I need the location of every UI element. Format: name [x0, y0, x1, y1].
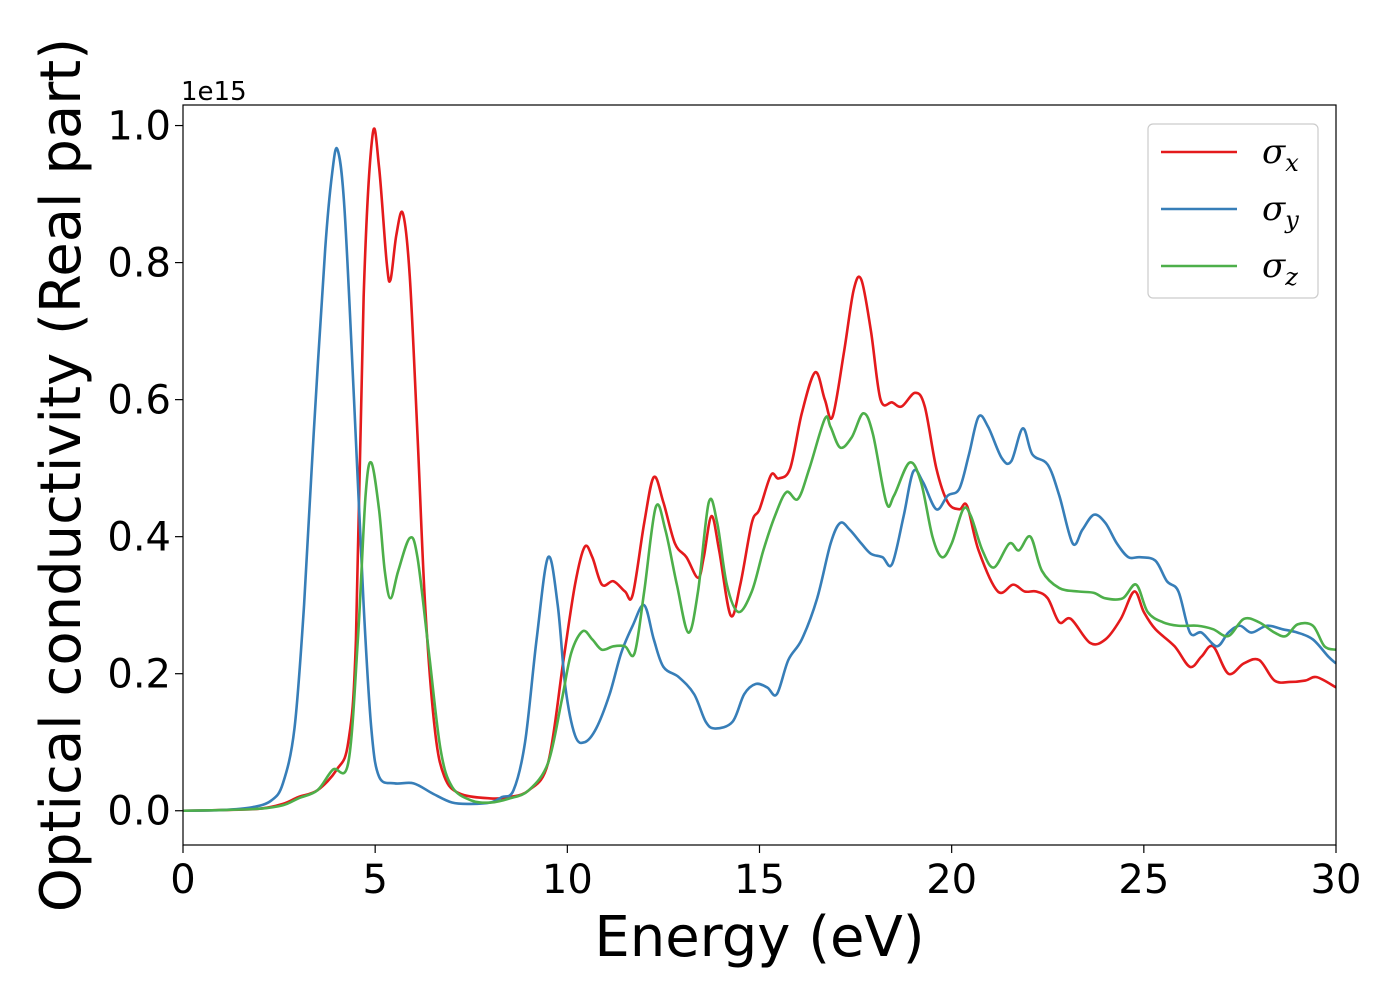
legend-box	[1147, 123, 1319, 299]
y-axis-label: Optical conductivity (Real part)	[29, 38, 94, 912]
y-tick-label: 0.8	[107, 241, 171, 287]
y-tick-label: 0.0	[107, 789, 171, 835]
x-axis-ticks: 0 5 10 15 20 25 30	[170, 845, 1361, 903]
legend: σx σy σz	[1147, 123, 1319, 299]
legend-label-sigma-z: σz	[1262, 246, 1298, 291]
legend-label-sigma-x: σx	[1262, 132, 1299, 177]
x-tick-label: 25	[1118, 857, 1169, 903]
y-tick-label: 1.0	[107, 104, 171, 150]
series-line-sigma-y	[183, 146, 1336, 813]
x-tick-label: 30	[1311, 857, 1362, 903]
x-tick-label: 0	[170, 857, 195, 903]
legend-label-sigma-y: σy	[1262, 189, 1299, 234]
x-axis-label: Energy (eV)	[594, 905, 924, 970]
series-line-sigma-z	[183, 412, 1336, 813]
x-tick-label: 5	[362, 857, 387, 903]
y-tick-label: 0.2	[107, 652, 171, 698]
y-offset-label: 1e15	[181, 77, 247, 107]
series-line-sigma-x	[183, 127, 1336, 813]
y-tick-label: 0.6	[107, 378, 171, 424]
x-tick-label: 15	[734, 857, 785, 903]
y-tick-label: 0.4	[107, 515, 171, 561]
y-axis-ticks: 0.0 0.2 0.4 0.6 0.8 1.0	[107, 104, 183, 835]
x-tick-label: 20	[926, 857, 977, 903]
series-layer	[183, 127, 1336, 813]
x-tick-label: 10	[542, 857, 593, 903]
